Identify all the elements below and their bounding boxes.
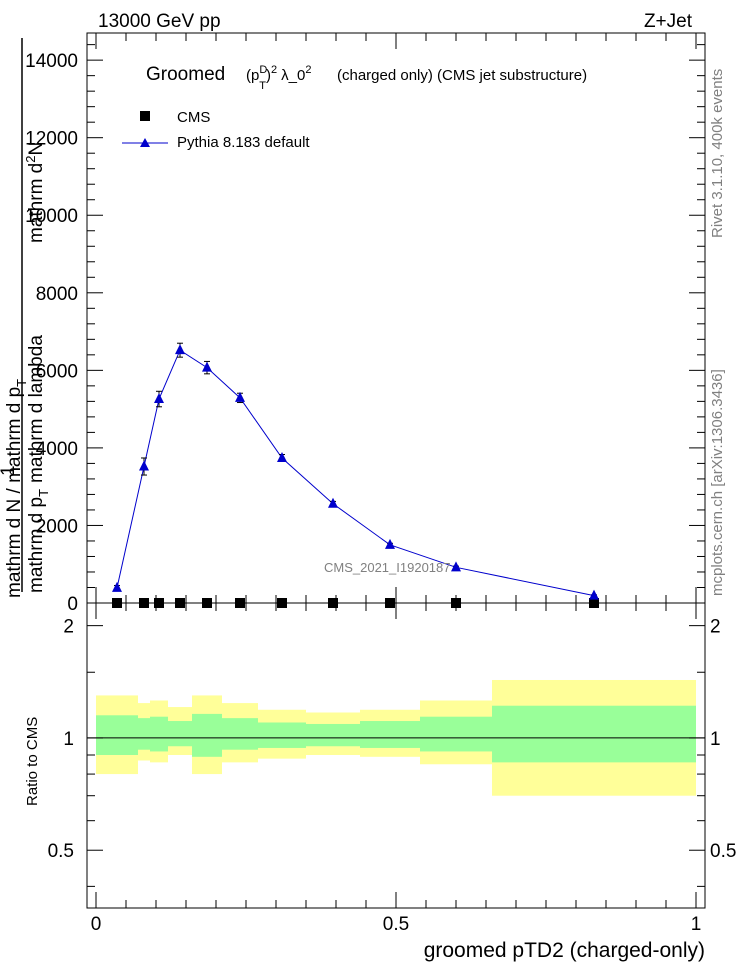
ratio-inner-band <box>168 721 192 747</box>
main-y-axis-label: mathrm d N / mathrm d pT 1 mathrm d2N ma… <box>0 38 51 598</box>
ratio-y-tick-label-right: 1 <box>710 729 721 750</box>
legend-pythia-label: Pythia 8.183 default <box>177 134 310 151</box>
pythia-point <box>328 497 338 508</box>
main-x-ticks <box>95 33 697 603</box>
x-tick-label: 0 <box>91 914 102 935</box>
pythia-point <box>589 589 599 600</box>
ratio-panel: 0.5 0.51 12 2 0 0.5 1 Ratio to CMS groomed pT… <box>24 602 736 962</box>
ratio-inner-band <box>258 722 306 748</box>
ratio-inner-band <box>192 713 222 757</box>
main-y-axis: 0 2000 4000 6000 8000 10000 12000 14000 <box>25 44 705 615</box>
y-tick-label: 8000 <box>36 284 78 305</box>
ylabel-denominator: mathrm d pTmathrm d lambda <box>26 335 51 593</box>
x-tick-label: 1 <box>691 914 702 935</box>
pythia-point <box>139 460 149 471</box>
main-panel: 0 2000 4000 6000 8000 10000 12000 14000 Groomed… <box>0 32 706 615</box>
ratio-inner-band <box>150 716 168 752</box>
ylabel-one: 1 <box>0 465 19 476</box>
pythia-point <box>175 344 185 355</box>
ratio-inner-band <box>360 721 420 748</box>
y-tick-label: 10000 <box>25 206 78 227</box>
pythia-point <box>451 561 461 572</box>
header-right: Z+Jet <box>644 11 693 32</box>
ylabel-numerator: mathrm d2N <box>23 142 47 243</box>
legend-cms-label: CMS <box>177 109 210 126</box>
ratio-y-tick-label-right: 2 <box>710 617 721 638</box>
header-left: 13000 GeV pp <box>98 11 221 32</box>
y-tick-label: 14000 <box>25 51 78 72</box>
ratio-inner-band <box>492 705 696 763</box>
chart-title-main: Groomed <box>146 64 225 85</box>
legend-cms-marker <box>140 111 150 121</box>
chart-title-formula: (pD T)2 λ_02 <box>246 64 311 92</box>
x-axis-label: groomed pTD2 (charged-only) <box>424 939 705 962</box>
ratio-inner-band <box>138 718 150 750</box>
ratio-y-tick-label-right: 0.5 <box>710 841 736 862</box>
mcplots-label: mcplots.cern.ch [arXiv:1306.3436] <box>709 369 726 596</box>
pythia-point <box>385 538 395 549</box>
ratio-y-tick-label: 2 <box>63 617 74 638</box>
x-tick-label: 0.5 <box>383 914 409 935</box>
ratio-inner-band <box>222 718 258 750</box>
ratio-bands <box>96 679 696 796</box>
pythia-point <box>277 451 287 462</box>
pythia-point <box>112 581 122 592</box>
rivet-label: Rivet 3.1.10, 400k events <box>709 69 726 238</box>
pythia-point <box>235 391 245 402</box>
pythia-line <box>116 349 595 597</box>
y-tick-label: 2000 <box>36 516 78 537</box>
chart-title-rest: (charged only) (CMS jet substructure) <box>337 67 587 84</box>
analysis-watermark: CMS_2021_I1920187 <box>324 560 451 575</box>
y-tick-label: 12000 <box>25 129 78 150</box>
ratio-inner-band <box>96 715 138 755</box>
legend-pythia-marker <box>140 138 150 147</box>
ratio-x-axis: 0 0.5 1 <box>91 603 702 935</box>
y-tick-label: 4000 <box>36 439 78 460</box>
ratio-y-tick-label: 0.5 <box>48 841 74 862</box>
ratio-y-tick-label: 1 <box>63 729 74 750</box>
y-tick-label: 0 <box>67 594 78 615</box>
ratio-y-axis: 0.5 0.5 1 1 2 2 <box>48 617 736 887</box>
y-tick-label: 6000 <box>36 361 78 382</box>
ratio-y-label: Ratio to CMS <box>24 717 41 806</box>
ratio-inner-band <box>306 723 360 747</box>
ratio-inner-band <box>420 716 492 752</box>
pythia-point <box>154 393 164 404</box>
pythia-point <box>202 361 212 372</box>
